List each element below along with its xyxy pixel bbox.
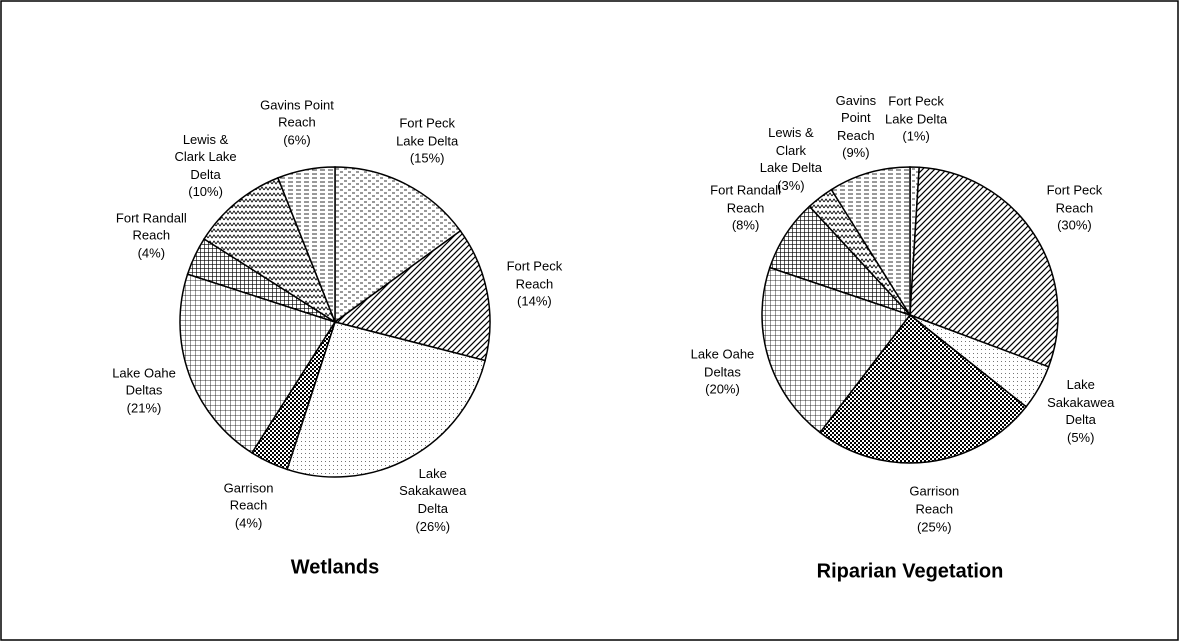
value-label: (15%) [409, 150, 445, 166]
value-label: (5%) [1067, 429, 1095, 445]
category-label: Fort Randall Reach [710, 183, 781, 216]
slice-label: Lewis & Clark Lake Delta (3%) [760, 124, 822, 194]
category-label: Lake Oahe Deltas [112, 365, 176, 398]
value-label: (26%) [415, 518, 451, 534]
pie-slice [179, 273, 337, 454]
slice-label: Fort Randall Reach (4%) [116, 209, 187, 262]
slice-label: Gavins Point Reach (6%) [260, 96, 334, 149]
value-label: (3%) [777, 177, 805, 193]
category-label: Gavins Point Reach [835, 92, 877, 143]
slice-label: Fort Peck Reach (30%) [1047, 182, 1103, 235]
pie-slice [761, 266, 912, 434]
category-label: Fort Randall Reach [115, 210, 187, 243]
value-label: (4%) [234, 515, 263, 531]
category-label: Lake Oahe Deltas [690, 346, 755, 380]
value-label: (10%) [188, 184, 223, 200]
category-label: Fort Peck Reach [506, 258, 563, 292]
category-label: Fort Peck Reach [1046, 183, 1103, 216]
slice-label: Lewis & Clark Lake Delta (10%) [175, 130, 237, 200]
value-label: (9%) [842, 145, 870, 161]
slice-label: Fort Peck Lake Delta (15%) [396, 115, 458, 168]
slice-label: Fort Randall Reach (8%) [710, 182, 781, 235]
value-label: (20%) [705, 381, 740, 397]
pie-slice [830, 166, 911, 318]
slice-label: Garrison Reach (4%) [224, 479, 274, 532]
pie-slice [286, 321, 487, 478]
chart-title: Riparian Vegetation [816, 560, 1004, 583]
slice-label: Garrison Reach (25%) [909, 483, 959, 536]
value-label: (6%) [283, 132, 311, 148]
slice-label: Fort Peck Lake Delta (1%) [885, 93, 947, 146]
slice-label: Lake Sakakawea Delta (5%) [1047, 376, 1114, 446]
pie-slice [333, 229, 491, 362]
category-label: Garrison Reach [223, 480, 274, 513]
value-label: (1%) [902, 128, 930, 144]
value-label: (30%) [1057, 218, 1092, 234]
value-label: (14%) [517, 293, 552, 309]
slice-label: Gavins Point Reach (9%) [836, 92, 876, 162]
pie-slice [276, 166, 336, 323]
category-label: Garrison Reach [909, 484, 960, 517]
category-label: Fort Peck Lake Delta [885, 93, 948, 127]
pie-slice [334, 166, 462, 324]
category-label: Gavins Point Reach [260, 97, 334, 130]
value-label: (8%) [731, 218, 760, 234]
chart-title: Wetlands [290, 556, 380, 579]
category-label: Lake Sakakawea Delta [1047, 377, 1115, 428]
category-label: Lewis & Clark Lake Delta [174, 131, 237, 182]
pie-slice [203, 176, 337, 324]
slice-label: Lake Oahe Deltas (21%) [112, 364, 176, 417]
pie-slice [819, 313, 1028, 464]
slice-label: Lake Oahe Deltas (20%) [691, 346, 755, 399]
pie-slice [909, 166, 1059, 368]
category-label: Lake Sakakawea Delta [399, 465, 467, 516]
slice-label: Fort Peck Reach (14%) [507, 258, 563, 311]
category-label: Lewis & Clark Lake Delta [759, 125, 822, 176]
value-label: (25%) [916, 519, 952, 535]
category-label: Fort Peck Lake Delta [396, 115, 459, 149]
value-label: (4%) [137, 245, 166, 261]
slice-label: Lake Sakakawea Delta (26%) [399, 465, 466, 535]
value-label: (21%) [126, 400, 162, 416]
